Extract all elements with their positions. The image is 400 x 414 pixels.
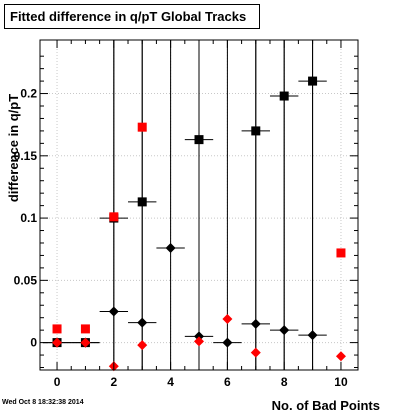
data-point-diamond	[250, 347, 261, 358]
data-point-square	[80, 324, 90, 334]
data-point-diamond	[52, 337, 63, 348]
data-point-diamond	[222, 313, 233, 324]
x-tick-label: 6	[224, 375, 231, 389]
y-tick-label: 0.05	[14, 273, 38, 287]
data-point-diamond	[279, 325, 290, 336]
data-point-diamond	[222, 337, 233, 348]
x-tick-label: 8	[281, 375, 288, 389]
x-tick-label: 4	[167, 375, 174, 389]
data-point-square	[109, 212, 119, 222]
markers-layer	[52, 76, 346, 372]
y-axis-title: difference in q/pT	[6, 94, 21, 202]
chart-title: Fitted difference in q/pT Global Tracks	[4, 4, 260, 29]
x-tick-label: 0	[54, 375, 61, 389]
data-point-diamond	[307, 330, 318, 341]
y-tick-label: 0	[30, 336, 37, 350]
x-tick-label: 2	[110, 375, 117, 389]
data-point-diamond	[137, 340, 148, 351]
ticks-layer: 0 2 4 6 8 10 0 0.05 0.1 0.15 0.2	[14, 40, 358, 389]
data-point-square	[308, 76, 318, 86]
y-tick-label: 0.2	[20, 87, 37, 101]
data-point-diamond	[165, 242, 176, 253]
data-point-square	[137, 122, 147, 132]
x-tick-label: 10	[334, 375, 348, 389]
data-point-square	[194, 135, 204, 145]
data-point-diamond	[137, 317, 148, 328]
data-point-diamond	[80, 337, 91, 348]
data-point-diamond	[250, 318, 261, 329]
error-bars-layer	[42, 40, 327, 370]
timestamp: Wed Oct 8 18:32:38 2014	[2, 399, 84, 406]
data-point-square	[336, 248, 346, 258]
data-point-square	[137, 197, 147, 207]
data-point-diamond	[108, 306, 119, 317]
data-point-diamond	[194, 336, 204, 347]
x-axis-title: No. of Bad Points	[272, 398, 380, 413]
data-point-square	[52, 324, 62, 334]
y-tick-label: 0.15	[14, 149, 38, 163]
y-tick-label: 0.1	[20, 211, 37, 225]
data-point-square	[251, 126, 261, 136]
data-point-diamond	[335, 351, 346, 362]
data-point-square	[279, 91, 289, 101]
